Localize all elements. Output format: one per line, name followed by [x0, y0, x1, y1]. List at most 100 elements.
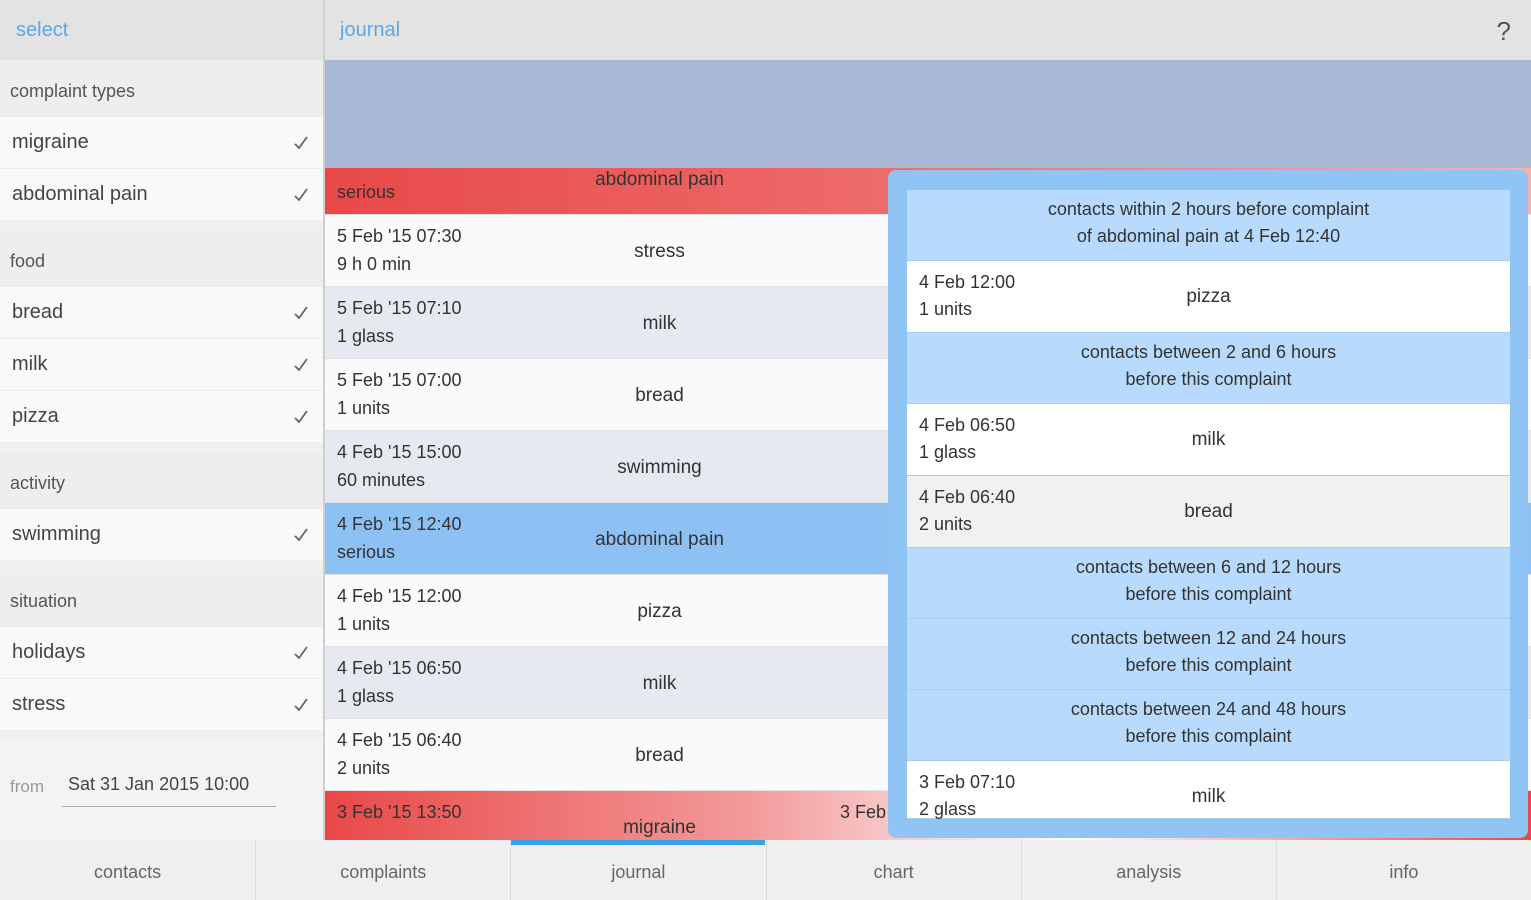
select-title: select — [16, 19, 69, 41]
contact-detail: 2 units — [919, 514, 973, 534]
filter-item[interactable]: abdominal pain — [0, 168, 323, 220]
contact-row[interactable]: 3 Feb 07:10 2 glass milk — [907, 761, 1510, 819]
entry-detail: 1 units — [337, 614, 391, 634]
entry-name: bread — [635, 745, 684, 766]
contact-detail: 1 units — [919, 299, 973, 319]
tab-label: complaints — [340, 862, 427, 882]
entry-date: 4 Feb '15 06:40 — [337, 730, 462, 750]
tab-label: contacts — [94, 862, 162, 882]
contact-name: bread — [1184, 501, 1233, 522]
tab-indicator — [511, 840, 766, 845]
filter-label: holidays — [12, 641, 86, 663]
check-icon — [294, 188, 308, 202]
interval-text: before this complaint — [1125, 584, 1292, 604]
entry-detail: 9 h 0 min — [337, 254, 412, 274]
interval-text: contacts between 2 and 6 hours — [1080, 342, 1337, 362]
group-title: food — [10, 251, 46, 271]
entry-name: milk — [642, 673, 677, 694]
tab[interactable]: contacts — [0, 840, 255, 900]
help-button[interactable]: ? — [1496, 16, 1511, 46]
group-title: activity — [10, 473, 66, 493]
check-icon — [294, 698, 308, 712]
entry-name: stress — [634, 241, 685, 262]
interval-header: contacts between 12 and 24 hours before t… — [907, 619, 1510, 690]
entry-detail: 1 glass — [337, 686, 395, 706]
journal-header: journal ? — [325, 0, 1531, 60]
filter-label: swimming — [12, 523, 101, 545]
tab-label: analysis — [1116, 862, 1182, 882]
filter-label: bread — [12, 301, 64, 323]
tab[interactable]: journal — [510, 840, 766, 900]
check-icon — [294, 136, 308, 150]
contact-name: milk — [1191, 786, 1226, 807]
contact-row[interactable]: 4 Feb 12:00 1 units pizza — [907, 261, 1510, 333]
contact-date: 3 Feb 07:10 — [919, 772, 1016, 792]
entry-name: abdominal pain — [595, 169, 724, 190]
group-header: situation — [0, 570, 323, 626]
interval-header: contacts between 24 and 48 hours before t… — [907, 690, 1510, 761]
tab-bar: contacts complaints journal chart analysis in… — [0, 840, 1531, 900]
select-header: select — [0, 0, 323, 60]
contact-name: pizza — [1186, 286, 1231, 307]
check-icon — [294, 358, 308, 372]
filter-item[interactable]: holidays — [0, 626, 323, 678]
interval-header: contacts between 2 and 6 hours before thi… — [907, 333, 1510, 404]
filter-item[interactable]: milk — [0, 338, 323, 390]
entry-detail: 1 glass — [337, 326, 395, 346]
divider — [323, 0, 325, 840]
interval-text: contacts between 24 and 48 hours — [1070, 699, 1347, 719]
tab[interactable]: complaints — [255, 840, 510, 900]
group-header: activity — [0, 452, 323, 508]
interval-text: before this complaint — [1125, 655, 1292, 675]
entry-date: 5 Feb '15 07:00 — [337, 370, 462, 390]
contact-detail: 2 glass — [919, 799, 977, 819]
entry-detail: 60 minutes — [337, 470, 426, 490]
filter-item[interactable]: stress — [0, 678, 323, 730]
filter-label: milk — [12, 353, 48, 375]
entry-date: 5 Feb '15 07:30 — [337, 226, 462, 246]
contact-date: 4 Feb 12:00 — [919, 272, 1016, 292]
tab[interactable]: analysis — [1020, 840, 1276, 900]
filter-item[interactable]: swimming — [0, 508, 323, 560]
check-icon — [294, 410, 308, 424]
entry-date: 3 Feb '15 13:50 — [337, 802, 462, 822]
group-title: situation — [10, 591, 78, 611]
entry-name: milk — [642, 313, 677, 334]
entry-date: 4 Feb '15 06:50 — [337, 658, 462, 678]
group-title: complaint types — [10, 81, 136, 101]
group-header: food — [0, 230, 323, 286]
contact-name: milk — [1191, 429, 1226, 450]
entry-detail: serious — [337, 542, 396, 562]
entry-date: 4 Feb '15 15:00 — [337, 442, 462, 462]
tab-label: journal — [611, 862, 666, 882]
entry-extra: 3 Feb — [840, 802, 887, 822]
interval-text: contacts within 2 hours before complaint — [1047, 199, 1370, 219]
entry-detail: 2 units — [337, 758, 391, 778]
interval-text: of abdominal pain at 4 Feb 12:40 — [1076, 226, 1341, 246]
tab-label: info — [1389, 862, 1419, 882]
check-icon — [294, 306, 308, 320]
entry-date: 4 Feb '15 12:40 — [337, 514, 462, 534]
from-label: from — [10, 777, 44, 796]
contact-detail: 1 glass — [919, 442, 977, 462]
contact-row[interactable]: 4 Feb 06:40 2 units bread — [907, 476, 1510, 548]
filter-item[interactable]: pizza — [0, 390, 323, 442]
check-icon — [294, 646, 308, 660]
tab[interactable]: info — [1275, 840, 1531, 900]
filter-item[interactable]: migraine — [0, 116, 323, 168]
entry-date: 5 Feb '15 07:10 — [337, 298, 462, 318]
entry-name: abdominal pain — [595, 529, 724, 550]
entry-name: pizza — [637, 601, 682, 622]
contact-date: 4 Feb 06:40 — [919, 487, 1016, 507]
from-date[interactable]: Sat 31 Jan 2015 10:00 — [62, 770, 276, 807]
check-icon — [294, 528, 308, 542]
tab[interactable]: chart — [765, 840, 1021, 900]
group-header: complaint types — [0, 60, 323, 116]
interval-text: contacts between 12 and 24 hours — [1070, 628, 1347, 648]
interval-header: contacts within 2 hours before complaint… — [907, 190, 1510, 261]
contact-row[interactable]: 4 Feb 06:50 1 glass milk — [907, 404, 1510, 476]
interval-header: contacts between 6 and 12 hours before th… — [907, 548, 1510, 619]
contacts-popup: contacts within 2 hours before complaint… — [888, 170, 1528, 838]
filter-item[interactable]: bread — [0, 286, 323, 338]
